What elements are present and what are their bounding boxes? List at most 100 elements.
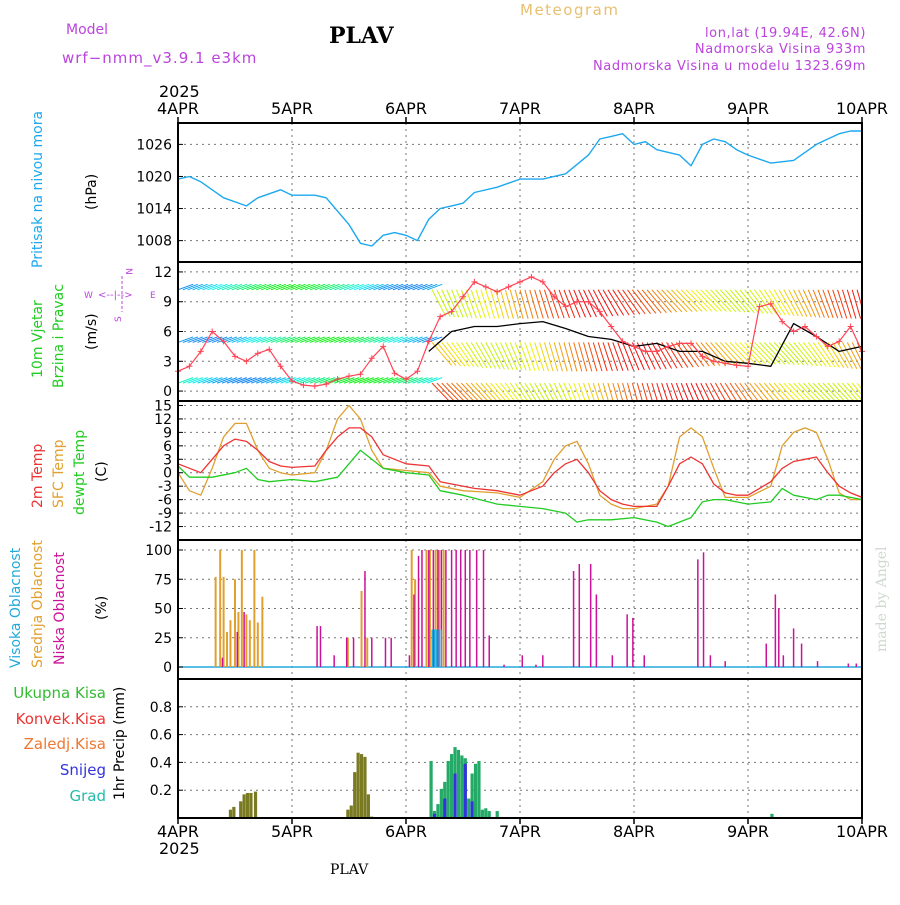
wind-vector: [187, 283, 203, 291]
wind-speed-marker: [813, 333, 820, 340]
wind-vector: [426, 377, 443, 384]
ytick-label-clouds: 100: [145, 543, 172, 559]
wind-vector: [275, 283, 291, 291]
wind-vector: [246, 283, 262, 291]
wind-vector: [798, 382, 817, 401]
wind-vector: [695, 342, 716, 367]
ytick-label-precip: 0.2: [150, 783, 172, 799]
frame-precip: [177, 678, 863, 819]
wind-vector: [563, 382, 573, 401]
wind-speed-marker: [460, 293, 466, 300]
wind-vector: [734, 342, 757, 365]
wind-vector: [324, 283, 340, 291]
wind-vector: [788, 382, 807, 401]
cloud-title-mid: Srednja Oblacnost: [30, 540, 46, 668]
ytick-label-wind: 0: [163, 384, 172, 400]
wind-vector: [724, 342, 747, 365]
wind-vector: [685, 382, 695, 401]
wind-vector: [671, 289, 693, 312]
wind-speed-black-line: [428, 320, 863, 367]
wind-vector: [314, 283, 331, 291]
panel-frames: [177, 117, 863, 824]
wind-vector: [680, 342, 700, 368]
wind-vector: [309, 377, 326, 384]
wind-vector: [846, 342, 862, 370]
wind-vector: [705, 382, 716, 401]
wind-vector: [275, 336, 291, 343]
wind-speed-marker: [802, 323, 808, 330]
wind-vector: [197, 377, 213, 384]
wind-vector: [304, 377, 321, 384]
wind-vector: [426, 283, 443, 291]
wind-vector: [178, 283, 194, 291]
wind-vector: [363, 336, 379, 343]
wind-vector: [636, 289, 657, 314]
wind-speed-marker: [243, 358, 250, 365]
wind-speed-marker: [676, 340, 683, 347]
wind-vector: [568, 382, 577, 401]
wind-vector: [504, 342, 518, 371]
wind-speed-marker: [334, 376, 341, 383]
wind-vector: [514, 382, 529, 401]
wind-vector: [265, 377, 282, 384]
wind-vector: [383, 336, 399, 343]
wind-speed-marker: [220, 338, 227, 345]
xtick-label-bottom: 5APR: [271, 822, 313, 841]
wind-vector: [661, 382, 669, 401]
temp-title-2m: 2m Temp: [30, 444, 46, 508]
wind-vector: [485, 382, 502, 401]
wind-vector: [295, 336, 311, 343]
wind-speed-marker: [836, 338, 843, 345]
wind-vector: [436, 342, 457, 366]
wind-vector: [197, 336, 213, 343]
wind-vector: [773, 342, 795, 365]
wind-speed-marker: [403, 376, 409, 383]
wind-vector: [690, 382, 700, 401]
wind-vector: [295, 377, 311, 384]
ytick-label-wind: 6: [163, 325, 172, 341]
wind-speed-marker: [494, 288, 501, 295]
wind-vector: [475, 342, 492, 369]
wind-speed-marker: [756, 303, 763, 310]
wind-vector: [343, 283, 360, 291]
wind-vector: [246, 336, 262, 343]
wind-vector: [680, 289, 703, 312]
wind-vector: [548, 382, 559, 401]
snow-bar: [470, 801, 474, 818]
wind-vector: [612, 289, 630, 316]
wind-vector: [558, 342, 568, 372]
wind-vector: [412, 377, 428, 384]
wind-vector: [373, 283, 389, 291]
snow-bar: [453, 773, 457, 818]
wind-vector: [817, 342, 836, 368]
ytick-label-precip: 0.8: [150, 700, 172, 716]
frame-pressure: [177, 122, 863, 263]
wind-speed-marker: [596, 308, 603, 315]
wind-vector: [402, 336, 418, 343]
wind-vector: [529, 382, 542, 401]
model-name: wrf−nmm_v3.9.1 e3km: [62, 49, 257, 68]
product-name: Meteogram: [520, 1, 619, 19]
wind-vector: [392, 283, 409, 291]
wind-vector: [543, 289, 555, 319]
wind-vector: [192, 377, 208, 384]
wind-vector: [832, 382, 850, 401]
xtick-label-top: 7APR: [499, 99, 541, 118]
wind-vector: [587, 382, 595, 401]
wind-vector: [715, 289, 737, 313]
wind-vector: [216, 336, 233, 343]
xtick-label-top: 5APR: [271, 99, 313, 118]
wind-vector: [656, 289, 678, 313]
wind-vector: [768, 382, 786, 401]
wind-vector: [827, 382, 846, 401]
wind-vector: [768, 342, 791, 365]
wind-vector: [578, 289, 592, 318]
wind-vector: [509, 382, 524, 401]
wind-vector: [700, 289, 722, 312]
wind-vector: [803, 382, 822, 401]
wind-vector: [456, 289, 469, 318]
ytick-label-temperature: 9: [163, 425, 172, 441]
wind-vector: [334, 336, 350, 343]
wind-vector: [778, 382, 797, 401]
wind-vector: [207, 377, 223, 384]
